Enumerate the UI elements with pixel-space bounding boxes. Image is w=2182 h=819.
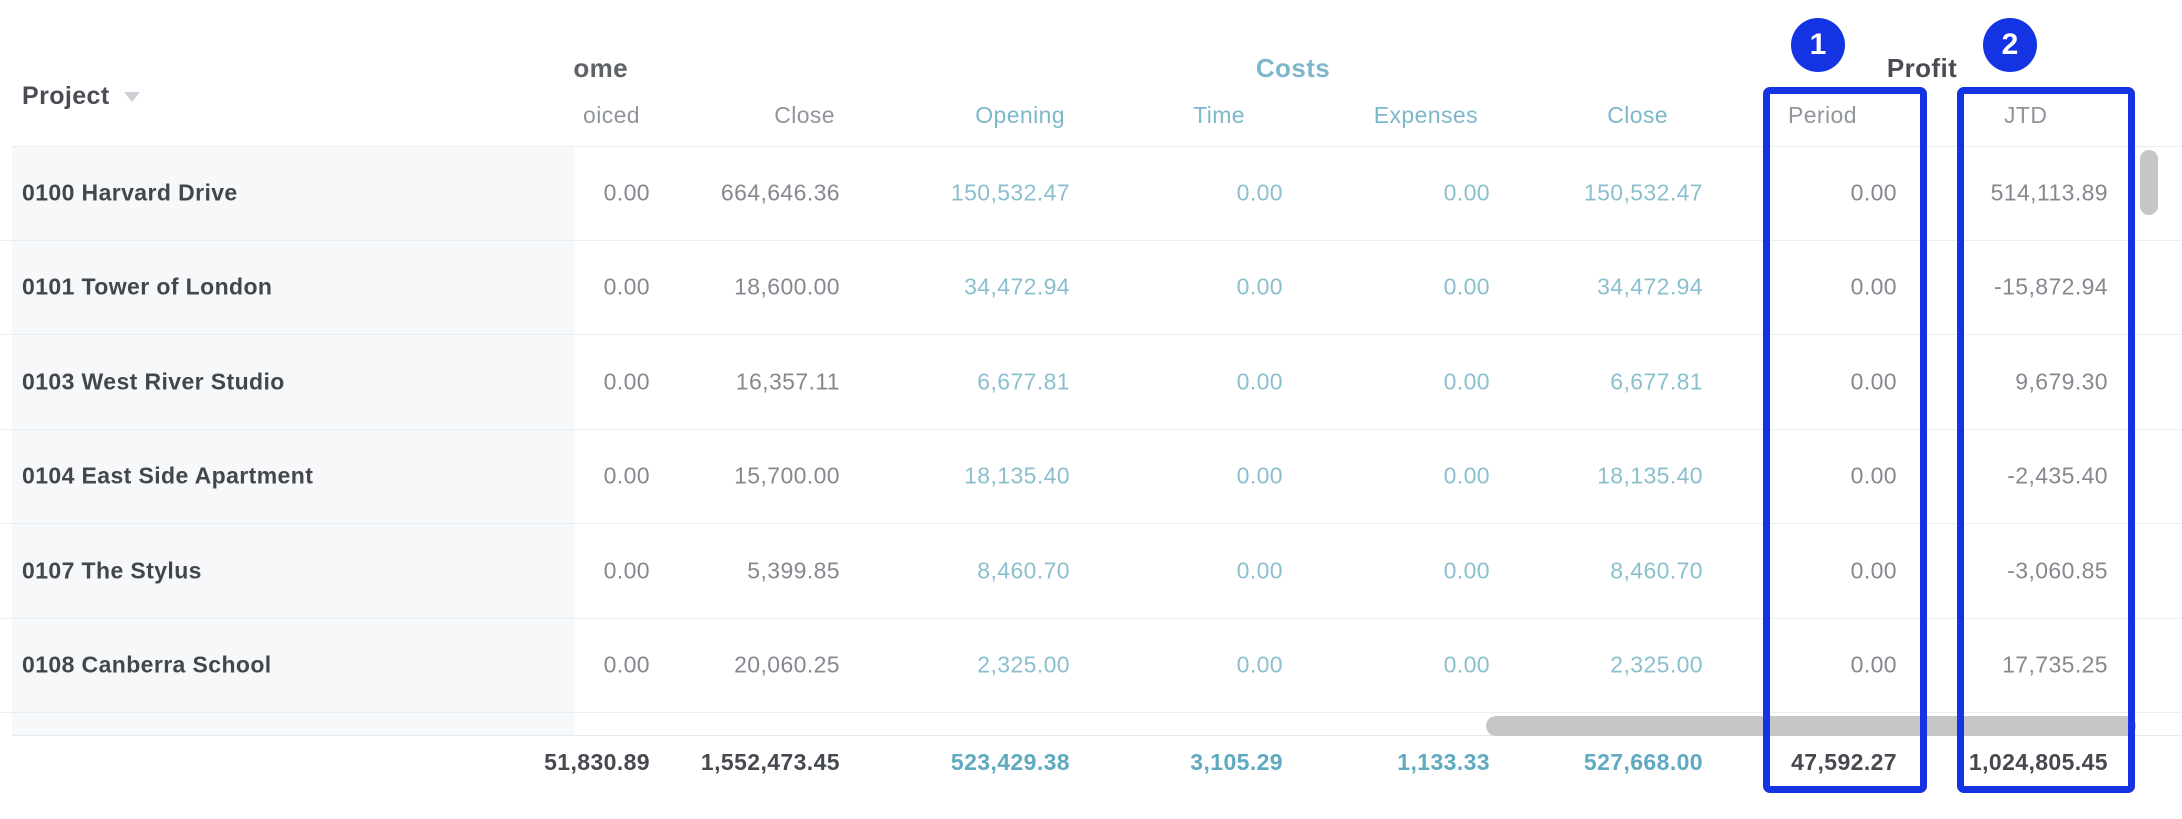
table-row[interactable]: 0100 Harvard Drive 0.00 664,646.36 150,5… [0, 146, 2182, 241]
column-group-costs: Costs [1255, 53, 1331, 83]
project-name: 0107 The Stylus [22, 557, 202, 584]
annotation-badge-1: 1 [1791, 18, 1845, 72]
total-income-close: 1,552,473.45 [700, 749, 840, 775]
total-jtd: 1,024,805.45 [1968, 749, 2108, 775]
horizontal-scrollbar[interactable] [1486, 716, 2136, 736]
cell-time: 0.00 [1236, 273, 1283, 300]
cell-time: 0.00 [1236, 651, 1283, 678]
cell-time: 0.00 [1236, 179, 1283, 206]
column-group-income-clipped: ome [573, 53, 628, 83]
cell-costs-close: 6,677.81 [1610, 368, 1703, 395]
project-column-header[interactable]: Project [22, 82, 110, 110]
cell-jtd: -2,435.40 [2007, 462, 2108, 489]
header-divider [12, 146, 2182, 147]
cell-opening: 34,472.94 [964, 273, 1070, 300]
column-header-costs-close[interactable]: Close [1607, 102, 1668, 128]
cell-income-close: 20,060.25 [734, 651, 840, 678]
total-costs-close: 527,668.00 [1583, 749, 1703, 775]
cell-period: 0.00 [1850, 651, 1897, 678]
cell-expenses: 0.00 [1443, 557, 1490, 584]
cell-costs-close: 8,460.70 [1610, 557, 1703, 584]
cell-period: 0.00 [1850, 273, 1897, 300]
cell-opening: 8,460.70 [977, 557, 1070, 584]
project-name: 0104 East Side Apartment [22, 462, 314, 489]
column-header-opening[interactable]: Opening [975, 102, 1065, 128]
cell-time: 0.00 [1236, 462, 1283, 489]
cell-period: 0.00 [1850, 179, 1897, 206]
cell-invoiced: 0.00 [603, 273, 650, 300]
project-name: 0108 Canberra School [22, 651, 272, 678]
annotation-box-period-column [1763, 87, 1927, 793]
table-row[interactable]: 0108 Canberra School 0.00 20,060.25 2,32… [0, 619, 2182, 713]
column-group-profit: Profit [1886, 53, 1958, 83]
total-invoiced: 51,830.89 [544, 749, 650, 775]
cell-income-close: 664,646.36 [720, 179, 840, 206]
column-header-expenses[interactable]: Expenses [1373, 102, 1478, 128]
project-name: 0100 Harvard Drive [22, 179, 238, 206]
column-header-jtd[interactable]: JTD [2004, 102, 2048, 128]
total-time: 3,105.29 [1190, 749, 1283, 775]
total-expenses: 1,133.33 [1397, 749, 1490, 775]
cell-income-close: 5,399.85 [747, 557, 840, 584]
table-row[interactable]: 0107 The Stylus 0.00 5,399.85 8,460.70 0… [0, 524, 2182, 619]
cell-invoiced: 0.00 [603, 368, 650, 395]
table-row[interactable]: 0103 West River Studio 0.00 16,357.11 6,… [0, 335, 2182, 430]
cell-income-close: 18,600.00 [734, 273, 840, 300]
table-row[interactable]: 0104 East Side Apartment 0.00 15,700.00 … [0, 430, 2182, 524]
total-opening: 523,429.38 [950, 749, 1070, 775]
cell-jtd: 514,113.89 [1990, 179, 2108, 206]
project-name: 0101 Tower of London [22, 273, 273, 300]
table-row[interactable]: 0101 Tower of London 0.00 18,600.00 34,4… [0, 241, 2182, 335]
annotation-box-jtd-column [1957, 87, 2135, 793]
cell-income-close: 15,700.00 [734, 462, 840, 489]
cell-costs-close: 2,325.00 [1610, 651, 1703, 678]
cell-expenses: 0.00 [1443, 368, 1490, 395]
cell-opening: 18,135.40 [964, 462, 1070, 489]
cell-expenses: 0.00 [1443, 651, 1490, 678]
cell-invoiced: 0.00 [603, 179, 650, 206]
column-header-invoiced-clipped[interactable]: oiced [583, 102, 640, 128]
table-rows: 0100 Harvard Drive 0.00 664,646.36 150,5… [0, 146, 2182, 713]
cell-opening: 2,325.00 [977, 651, 1070, 678]
cell-jtd: -3,060.85 [2007, 557, 2108, 584]
column-header-period[interactable]: Period [1788, 102, 1857, 128]
cell-jtd: -15,872.94 [1994, 273, 2108, 300]
cell-costs-close: 18,135.40 [1597, 462, 1703, 489]
cell-jtd: 17,735.25 [2002, 651, 2108, 678]
cell-expenses: 0.00 [1443, 462, 1490, 489]
cell-time: 0.00 [1236, 368, 1283, 395]
cell-income-close: 16,357.11 [735, 368, 840, 395]
filter-triangle-icon[interactable] [124, 92, 140, 102]
partial-row [12, 713, 2182, 736]
cell-costs-close: 150,532.47 [1583, 179, 1703, 206]
cell-opening: 150,532.47 [950, 179, 1070, 206]
cell-period: 0.00 [1850, 368, 1897, 395]
cell-time: 0.00 [1236, 557, 1283, 584]
cell-invoiced: 0.00 [603, 462, 650, 489]
cell-expenses: 0.00 [1443, 273, 1490, 300]
vertical-scrollbar[interactable] [2140, 150, 2158, 215]
cell-period: 0.00 [1850, 462, 1897, 489]
cell-period: 0.00 [1850, 557, 1897, 584]
cell-expenses: 0.00 [1443, 179, 1490, 206]
column-header-income-close[interactable]: Close [774, 102, 835, 128]
totals-row: 51,830.89 1,552,473.45 523,429.38 3,105.… [0, 735, 2182, 819]
cell-invoiced: 0.00 [603, 557, 650, 584]
column-header-time[interactable]: Time [1193, 102, 1245, 128]
annotation-badge-2: 2 [1983, 18, 2037, 72]
cell-jtd: 9,679.30 [2015, 368, 2108, 395]
cell-opening: 6,677.81 [977, 368, 1070, 395]
project-column-panel [12, 147, 575, 735]
project-name: 0103 West River Studio [22, 368, 285, 395]
cell-invoiced: 0.00 [603, 651, 650, 678]
cell-costs-close: 34,472.94 [1597, 273, 1703, 300]
total-period: 47,592.27 [1791, 749, 1897, 775]
